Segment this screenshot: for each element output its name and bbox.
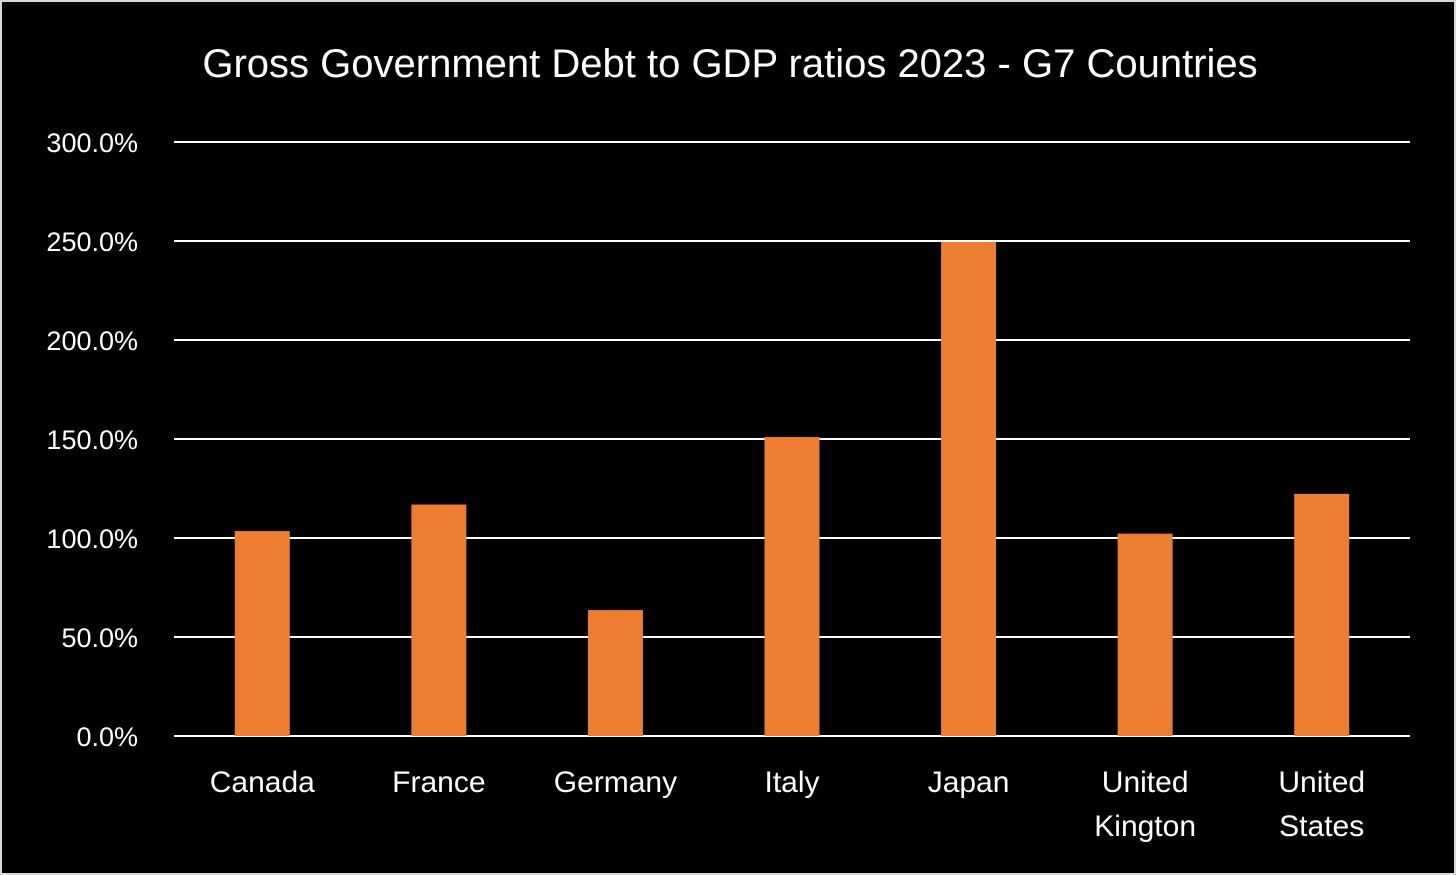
x-category-label-line: Italy <box>764 766 819 799</box>
x-category-label: France <box>392 766 485 799</box>
x-category-label: Japan <box>928 766 1010 799</box>
bar <box>1294 493 1350 736</box>
x-category-label: United States <box>1278 766 1365 843</box>
bar <box>411 504 467 736</box>
x-category-label-line: States <box>1279 810 1364 843</box>
y-tick-label: 50.0% <box>61 623 138 653</box>
y-tick-label: 200.0% <box>46 326 138 356</box>
x-category-label-line: Canada <box>210 766 315 799</box>
x-category-label: Italy <box>764 766 819 799</box>
x-category-label-line: France <box>392 766 485 799</box>
y-tick-label: 0.0% <box>76 722 138 752</box>
y-tick-label: 100.0% <box>46 524 138 554</box>
y-tick-label: 300.0% <box>46 128 138 158</box>
bar <box>941 241 997 737</box>
y-tick-label: 250.0% <box>46 227 138 257</box>
x-category-label-line: Germany <box>554 766 677 799</box>
x-category-label-line: United <box>1102 766 1189 799</box>
bar <box>234 531 290 736</box>
x-category-label-line: Kington <box>1094 810 1196 843</box>
bar <box>1117 533 1173 736</box>
x-category-label: Germany <box>554 766 677 799</box>
x-category-label: Canada <box>210 766 315 799</box>
bar <box>587 610 643 736</box>
x-category-label: United Kington <box>1094 766 1196 843</box>
chart-title: Gross Government Debt to GDP ratios 2023… <box>202 42 1258 86</box>
x-category-label-line: Japan <box>928 766 1010 799</box>
x-category-label-line: United <box>1278 766 1365 799</box>
y-tick-label: 150.0% <box>46 425 138 455</box>
bar <box>764 437 820 736</box>
